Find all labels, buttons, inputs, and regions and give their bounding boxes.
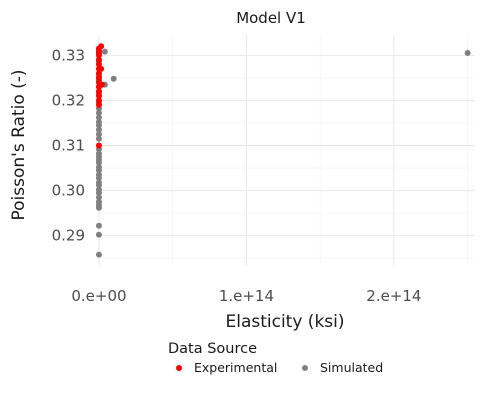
point-experimental <box>95 97 102 104</box>
point-experimental <box>95 92 102 99</box>
point-simulated <box>95 231 102 238</box>
y-tick-label: 0.32 <box>52 91 85 109</box>
y-tick-label: 0.33 <box>52 46 85 64</box>
point-experimental <box>98 81 105 88</box>
point-experimental <box>95 101 102 108</box>
y-tick-label: 0.29 <box>52 227 85 245</box>
point-simulated <box>464 50 471 57</box>
point-simulated <box>95 131 102 138</box>
point-simulated <box>95 186 102 193</box>
point-simulated <box>95 150 102 157</box>
point-experimental <box>95 56 102 63</box>
point-simulated <box>95 114 102 121</box>
point-simulated <box>95 251 102 258</box>
point-experimental <box>98 43 105 50</box>
chart-title: Model V1 <box>236 9 306 27</box>
point-simulated <box>95 179 102 186</box>
x-tick-label: 0.e+00 <box>71 287 126 305</box>
point-simulated <box>95 126 102 133</box>
legend-key-simulated <box>302 365 308 371</box>
point-simulated <box>95 198 102 205</box>
y-axis-title: Poisson's Ratio (-) <box>9 69 29 220</box>
tick-labels: 0.e+00 1.e+14 2.e+14 0.29 0.30 0.31 0.32 0.33 <box>52 46 422 305</box>
point-experimental <box>98 65 105 72</box>
point-simulated <box>95 110 102 117</box>
legend: Data Source Experimental Simulated <box>168 341 383 375</box>
x-tick-label: 2.e+14 <box>366 287 421 305</box>
point-simulated <box>101 48 108 55</box>
point-simulated <box>95 194 102 201</box>
point-simulated <box>95 135 102 142</box>
point-experimental <box>95 61 102 68</box>
y-tick-label: 0.31 <box>52 136 85 154</box>
point-experimental <box>95 70 102 77</box>
point-experimental <box>95 142 102 149</box>
point-simulated <box>95 222 102 229</box>
x-tick-label: 1.e+14 <box>219 287 274 305</box>
grid <box>96 35 475 265</box>
point-simulated <box>110 75 117 82</box>
legend-key-experimental <box>176 365 182 371</box>
y-tick-label: 0.30 <box>52 182 85 200</box>
point-simulated <box>95 119 102 126</box>
legend-label-experimental: Experimental <box>194 360 277 375</box>
x-axis-title: Elasticity (ksi) <box>225 312 344 332</box>
data-points <box>95 43 471 258</box>
point-experimental <box>95 88 102 95</box>
point-simulated <box>95 171 102 178</box>
legend-label-simulated: Simulated <box>320 360 383 375</box>
point-simulated <box>95 164 102 171</box>
legend-title: Data Source <box>168 341 257 357</box>
point-experimental <box>95 74 102 81</box>
